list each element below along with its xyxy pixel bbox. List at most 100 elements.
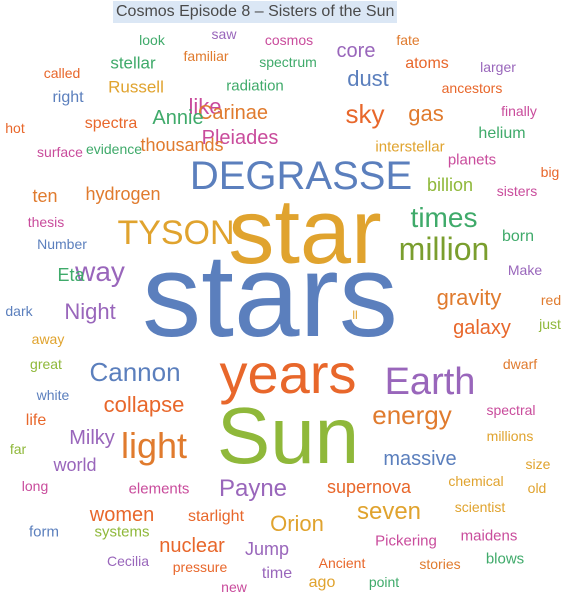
cloud-word: sky: [345, 99, 385, 129]
cloud-word: fate: [396, 32, 420, 48]
cloud-word: dust: [347, 66, 389, 91]
cloud-word: dwarf: [502, 356, 538, 372]
cloud-word: point: [368, 574, 400, 590]
cloud-word: Cannon: [89, 357, 181, 387]
cloud-word: gas: [408, 101, 444, 126]
cloud-word: white: [36, 387, 70, 403]
cloud-word: Earth: [384, 361, 476, 403]
cloud-word: stars: [142, 230, 398, 362]
cloud-word: helium: [478, 125, 526, 142]
cloud-word: dark: [5, 303, 33, 319]
cloud-word: like: [188, 94, 222, 119]
cloud-word: starlight: [187, 508, 245, 525]
cloud-word: evidence: [85, 141, 143, 157]
cloud-word: way: [75, 256, 125, 287]
cloud-word: massive: [383, 448, 457, 470]
cloud-word: Sun: [216, 391, 360, 480]
cloud-word: Carinae: [197, 102, 269, 124]
cloud-word: hot: [5, 120, 25, 136]
cloud-word: Milky: [69, 427, 115, 449]
cloud-word: far: [9, 441, 27, 457]
cloud-word: Make: [507, 262, 543, 278]
cloud-word: thousands: [140, 135, 224, 155]
cloud-word: spectrum: [259, 54, 317, 70]
cloud-word: size: [525, 456, 551, 472]
cloud-word: Jump: [244, 539, 290, 559]
cloud-word: collapse: [103, 392, 185, 417]
cloud-word: light: [120, 425, 188, 466]
cloud-word: cosmos: [264, 32, 314, 48]
cloud-word: world: [53, 455, 97, 475]
cloud-word: chemical: [448, 473, 504, 489]
cloud-word: billion: [426, 175, 474, 195]
cloud-word: Annie: [152, 107, 204, 129]
cloud-word: new: [221, 579, 247, 595]
cloud-word: Night: [64, 299, 116, 324]
cloud-word: Pleiades: [201, 127, 279, 149]
cloud-word: thesis: [27, 214, 65, 230]
cloud-word: blows: [485, 550, 525, 568]
cloud-word: born: [501, 228, 535, 245]
cloud-word: millions: [486, 428, 534, 444]
cloud-word: ten: [32, 186, 58, 206]
cloud-word: form: [29, 523, 59, 541]
cloud-word: gravity: [436, 285, 502, 310]
cloud-word: TYSON: [117, 214, 235, 252]
cloud-word: Eta: [57, 265, 85, 285]
cloud-word: core: [336, 40, 376, 62]
cloud-word: called: [43, 65, 81, 81]
cloud-word: times: [410, 202, 478, 233]
cloud-word: saw: [211, 26, 237, 42]
cloud-word: just: [539, 316, 561, 332]
cloud-word: interstellar: [375, 138, 445, 156]
cloud-word: pressure: [172, 559, 228, 575]
cloud-word: scientist: [454, 499, 506, 515]
cloud-word: life: [25, 412, 47, 429]
cloud-word: Cecilia: [106, 553, 150, 569]
cloud-word: look: [139, 32, 165, 48]
cloud-word: time: [261, 565, 293, 582]
cloud-word: stories: [419, 556, 461, 572]
cloud-word: women: [89, 504, 155, 526]
cloud-word: big: [540, 164, 560, 180]
cloud-word: supernova: [326, 477, 412, 497]
cloud-word: spectral: [486, 402, 536, 418]
cloud-word: ll: [352, 308, 358, 322]
cloud-word: finally: [501, 103, 537, 119]
cloud-word: great: [30, 356, 62, 372]
cloud-word: Number: [37, 236, 87, 252]
cloud-word: stellar: [110, 53, 156, 73]
cloud-title: Cosmos Episode 8 – Sisters of the Sun: [113, 1, 398, 23]
cloud-word: elements: [128, 480, 190, 498]
cloud-word: Orion: [270, 511, 324, 536]
cloud-word: galaxy: [453, 317, 511, 339]
cloud-word: radiation: [226, 77, 284, 95]
cloud-word: ancestors: [441, 80, 503, 96]
cloud-word: atoms: [405, 55, 449, 72]
cloud-word: Pickering: [375, 532, 437, 550]
cloud-word: hydrogen: [85, 184, 161, 204]
cloud-word: right: [52, 89, 84, 106]
cloud-word: maidens: [460, 527, 518, 545]
cloud-word: Russell: [108, 77, 164, 97]
cloud-word: sisters: [496, 183, 538, 199]
cloud-word: spectra: [84, 115, 138, 132]
cloud-word: nuclear: [159, 535, 225, 557]
cloud-word: DEGRASSE: [189, 154, 413, 198]
cloud-word: systems: [94, 523, 150, 541]
cloud-word: ago: [308, 574, 336, 591]
cloud-word: years: [219, 342, 357, 405]
cloud-word: familiar: [183, 48, 229, 64]
cloud-word: energy: [372, 400, 452, 430]
cloud-word: old: [527, 480, 547, 496]
cloud-word: Ancient: [318, 555, 366, 571]
cloud-word: surface: [37, 144, 83, 160]
cloud-word: away: [31, 331, 65, 347]
cloud-word: seven: [356, 498, 422, 525]
cloud-word: star: [228, 181, 382, 283]
cloud-word: larger: [480, 59, 516, 75]
cloud-word: Payne: [218, 475, 288, 502]
cloud-word: million: [398, 231, 490, 267]
cloud-word: planets: [447, 151, 497, 169]
